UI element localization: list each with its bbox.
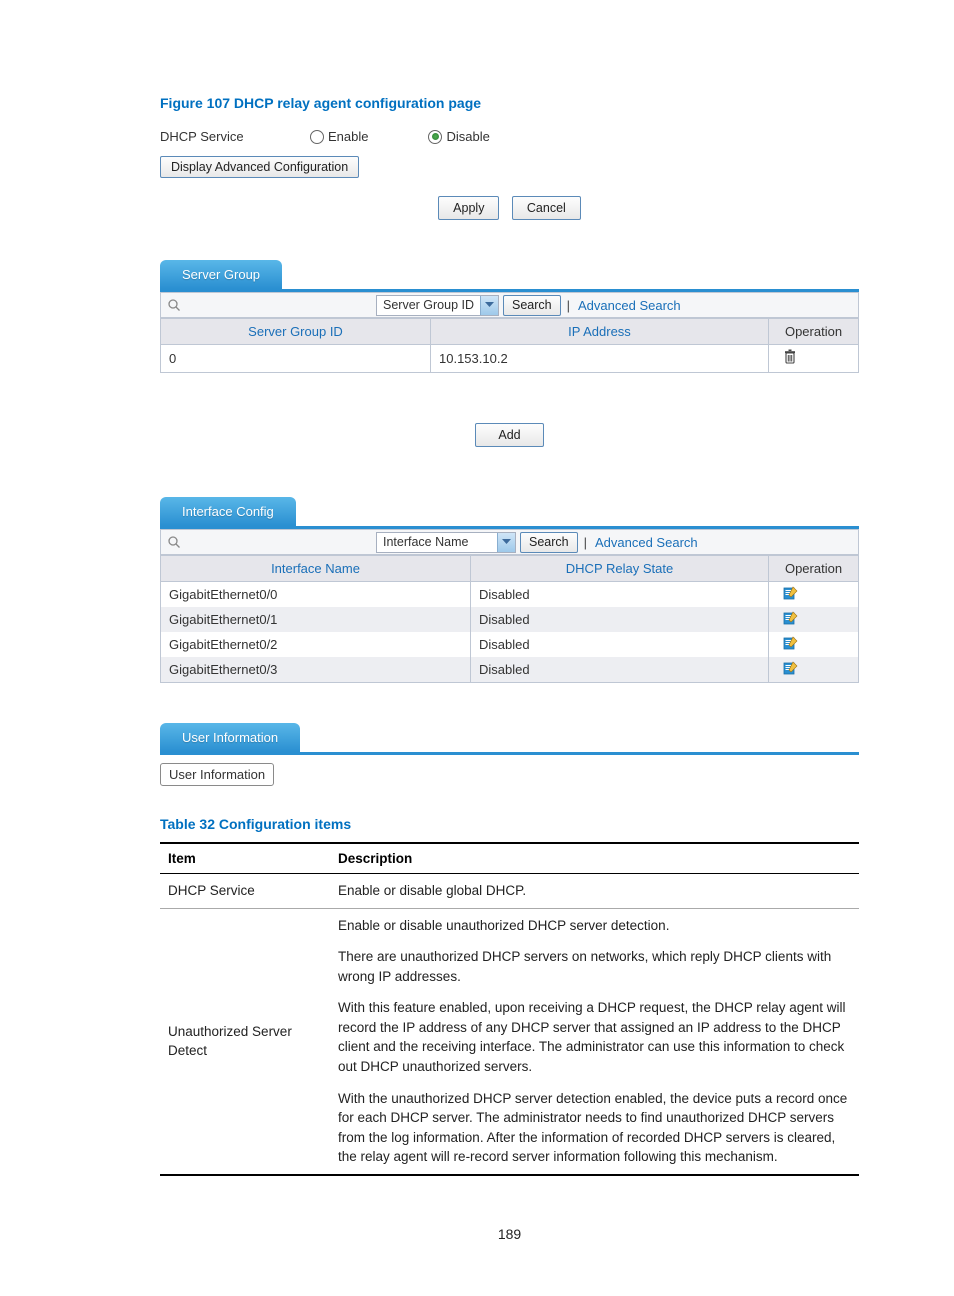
interface-name-select[interactable]: Interface Name (376, 532, 516, 553)
server-group-tab[interactable]: Server Group (160, 260, 282, 289)
chevron-down-icon (497, 533, 515, 552)
add-button[interactable]: Add (475, 423, 543, 447)
table-row: Unauthorized Server Detect Enable or disa… (160, 908, 859, 1175)
disable-label: Disable (446, 129, 489, 144)
table-row: GigabitEthernet0/1Disabled (161, 607, 859, 632)
trash-icon[interactable] (783, 349, 797, 368)
ip-address-cell: 10.153.10.2 (431, 345, 769, 373)
magnifier-icon (161, 530, 187, 554)
interface-name-cell: GigabitEthernet0/3 (161, 657, 471, 683)
enable-label: Enable (328, 129, 368, 144)
interface-name-header: Interface Name (161, 556, 471, 582)
dhcp-service-label: DHCP Service (160, 129, 310, 144)
table-row: GigabitEthernet0/3Disabled (161, 657, 859, 683)
separator: | (584, 535, 587, 550)
server-group-id-select[interactable]: Server Group ID (376, 295, 499, 316)
user-information-tab-bar: User Information (160, 723, 859, 755)
interface-advanced-search-link[interactable]: Advanced Search (595, 535, 698, 550)
server-group-search-input[interactable] (187, 293, 372, 317)
edit-icon[interactable] (783, 611, 799, 628)
table-row: DHCP Service Enable or disable global DHC… (160, 874, 859, 909)
interface-config-tab-bar: Interface Config (160, 497, 859, 529)
description-cell: Enable or disable global DHCP. (330, 874, 859, 909)
disable-radio-option[interactable]: Disable (428, 129, 489, 144)
dhcp-service-row: DHCP Service Enable Disable (160, 129, 859, 144)
item-cell: DHCP Service (160, 874, 330, 909)
relay-state-cell: Disabled (471, 632, 769, 657)
page-number: 189 (160, 1226, 859, 1242)
edit-icon[interactable] (783, 636, 799, 653)
interface-search-bar: Interface Name Search | Advanced Search (160, 529, 859, 555)
server-group-table: Server Group ID IP Address Operation 0 1… (160, 318, 859, 373)
server-group-id-header: Server Group ID (161, 319, 431, 345)
server-group-tab-bar: Server Group (160, 260, 859, 292)
table-row: GigabitEthernet0/2Disabled (161, 632, 859, 657)
cancel-button[interactable]: Cancel (512, 196, 581, 220)
relay-state-cell: Disabled (471, 657, 769, 683)
operation-header: Operation (769, 556, 859, 582)
configuration-items-table: Item Description DHCP Service Enable or d… (160, 842, 859, 1176)
enable-radio-option[interactable]: Enable (310, 129, 368, 144)
description-cell: Enable or disable unauthorized DHCP serv… (330, 908, 859, 1175)
interface-config-tab[interactable]: Interface Config (160, 497, 296, 526)
radio-checked-icon (428, 130, 442, 144)
description-header: Description (330, 843, 859, 874)
apply-button[interactable]: Apply (438, 196, 499, 220)
user-information-tab[interactable]: User Information (160, 723, 300, 752)
interface-name-select-text: Interface Name (377, 535, 497, 549)
display-advanced-config-button[interactable]: Display Advanced Configuration (160, 156, 359, 178)
description-paragraph: With this feature enabled, upon receivin… (338, 998, 853, 1076)
description-paragraph: There are unauthorized DHCP servers on n… (338, 947, 853, 986)
edit-icon[interactable] (783, 586, 799, 603)
server-group-id-select-text: Server Group ID (377, 298, 480, 312)
interface-search-button[interactable]: Search (520, 532, 578, 553)
description-paragraph: With the unauthorized DHCP server detect… (338, 1089, 853, 1167)
separator: | (567, 298, 570, 313)
server-group-search-button[interactable]: Search (503, 295, 561, 316)
operation-header: Operation (769, 319, 859, 345)
user-information-button[interactable]: User Information (160, 763, 274, 786)
interface-search-input[interactable] (187, 530, 372, 554)
item-header: Item (160, 843, 330, 874)
interface-table: Interface Name DHCP Relay State Operatio… (160, 555, 859, 683)
ip-address-header: IP Address (431, 319, 769, 345)
magnifier-icon (161, 293, 187, 317)
dhcp-relay-state-header: DHCP Relay State (471, 556, 769, 582)
table-title: Table 32 Configuration items (160, 816, 859, 832)
radio-unchecked-icon (310, 130, 324, 144)
server-group-search-bar: Server Group ID Search | Advanced Search (160, 292, 859, 318)
table-row: 0 10.153.10.2 (161, 345, 859, 373)
server-group-advanced-search-link[interactable]: Advanced Search (578, 298, 681, 313)
table-row: GigabitEthernet0/0Disabled (161, 582, 859, 608)
chevron-down-icon (480, 296, 498, 315)
figure-title: Figure 107 DHCP relay agent configuratio… (160, 95, 859, 111)
relay-state-cell: Disabled (471, 582, 769, 608)
interface-name-cell: GigabitEthernet0/0 (161, 582, 471, 608)
description-paragraph: Enable or disable unauthorized DHCP serv… (338, 916, 853, 936)
server-group-id-cell: 0 (161, 345, 431, 373)
item-cell: Unauthorized Server Detect (160, 908, 330, 1175)
description-paragraph: Enable or disable global DHCP. (338, 881, 853, 901)
relay-state-cell: Disabled (471, 607, 769, 632)
edit-icon[interactable] (783, 661, 799, 678)
interface-name-cell: GigabitEthernet0/1 (161, 607, 471, 632)
interface-name-cell: GigabitEthernet0/2 (161, 632, 471, 657)
